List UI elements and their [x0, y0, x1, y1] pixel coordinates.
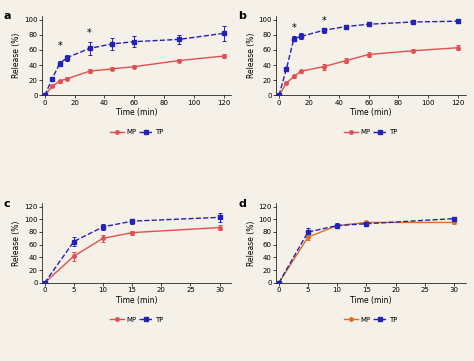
Legend: MP, TP: MP, TP — [107, 314, 166, 326]
Text: d: d — [238, 199, 246, 209]
Text: *: * — [57, 42, 62, 52]
X-axis label: Time (min): Time (min) — [350, 296, 392, 305]
Text: *: * — [321, 16, 326, 26]
Y-axis label: Release (%): Release (%) — [12, 221, 21, 266]
Text: *: * — [87, 28, 92, 38]
Legend: MP, TP: MP, TP — [107, 126, 166, 138]
X-axis label: Time (min): Time (min) — [350, 108, 392, 117]
Y-axis label: Release (%): Release (%) — [246, 221, 255, 266]
Text: a: a — [4, 11, 11, 21]
Text: *: * — [292, 23, 296, 33]
Y-axis label: Release (%): Release (%) — [12, 33, 21, 78]
Legend: MP, TP: MP, TP — [341, 126, 400, 138]
Y-axis label: Release (%): Release (%) — [246, 33, 255, 78]
Text: b: b — [238, 11, 246, 21]
X-axis label: Time (min): Time (min) — [116, 296, 157, 305]
X-axis label: Time (min): Time (min) — [116, 108, 157, 117]
Legend: MP, TP: MP, TP — [341, 314, 400, 326]
Text: c: c — [4, 199, 10, 209]
